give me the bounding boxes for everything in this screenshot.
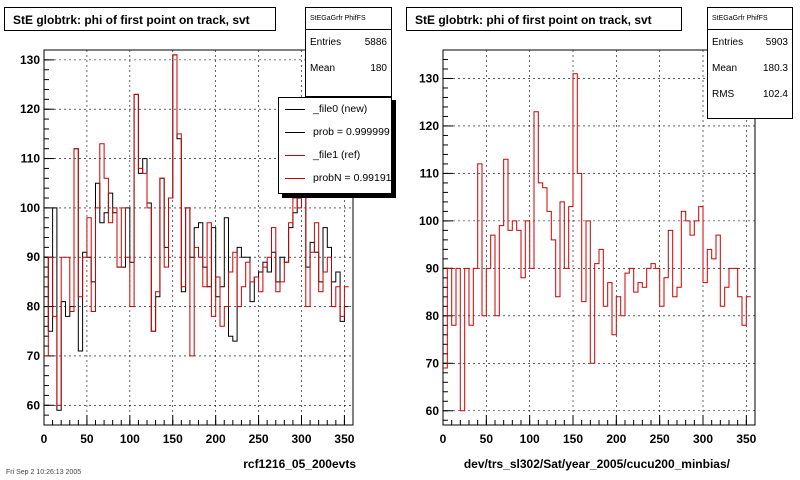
right-x-tick-label: 100 (520, 432, 540, 446)
left-x-tick-label: 100 (120, 432, 140, 446)
right-x-tick-label: 250 (650, 432, 670, 446)
right-y-tick-label: 120 (419, 119, 439, 133)
left-y-tick-label: 90 (27, 250, 41, 264)
right-y-tick-label: 130 (419, 71, 439, 85)
left-stats-entries-value: 5886 (364, 37, 387, 48)
left-x-tick-label: 0 (41, 432, 48, 446)
right-y-tick-label: 80 (426, 309, 440, 323)
left-series-1-steps (44, 54, 349, 406)
legend-label-prob: prob = 0.999999 (313, 126, 390, 138)
left-y-tick-label: 100 (20, 201, 40, 215)
right-x-tick-label: 200 (606, 432, 626, 446)
right-x-tick-label: 50 (480, 432, 494, 446)
right-stats-rms-label: RMS (712, 89, 735, 100)
right-stats-entries: Entries 5903 (708, 30, 792, 56)
left-stats-mean-value: 180 (370, 63, 387, 74)
left-y-tick-label: 110 (21, 152, 41, 166)
right-plot-title: StE globtrk: phi of first point on track… (406, 7, 682, 31)
legend-entry-probn: probN = 0.991915 (279, 167, 391, 190)
right-stats-rms-value: 102.4 (762, 89, 788, 100)
left-y-tick-label: 120 (20, 102, 40, 116)
legend-swatch-prob (285, 132, 305, 133)
left-x-tick-label: 250 (249, 432, 269, 446)
left-y-tick-label: 130 (20, 53, 40, 67)
legend-label-file0: _file0 (new) (313, 103, 368, 115)
left-legend: _file0 (new) prob = 0.999999 _file1 (ref… (278, 97, 392, 194)
right-x-tick-label: 0 (440, 432, 447, 446)
left-x-tick-label: 50 (80, 432, 94, 446)
left-x-tick-label: 200 (206, 432, 226, 446)
right-y-tick-label: 90 (426, 261, 440, 275)
left-stats-entries: Entries 5886 (306, 30, 391, 56)
left-x-tick-label: 350 (334, 432, 354, 446)
right-y-tick-label: 70 (426, 356, 440, 370)
right-y-tick-label: 100 (419, 214, 439, 228)
right-stats-entries-label: Entries (712, 37, 744, 48)
legend-swatch-file1 (285, 155, 305, 156)
left-stats-mean-label: Mean (310, 63, 336, 74)
left-x-tick-label: 300 (291, 432, 311, 446)
footer-timestamp: Fri Sep 2 10:26:13 2005 (6, 469, 82, 476)
left-x-axis-title: rcf1216_05_200evts (243, 457, 356, 471)
right-stats-name: StEGaGrfr PhifFS (708, 8, 792, 30)
right-stats-mean: Mean 180.3 (708, 56, 792, 82)
right-y-tick-label: 110 (420, 166, 440, 180)
left-y-tick-label: 70 (27, 349, 41, 363)
right-x-axis-title: dev/trs_sl302/Sat/year_2005/cucu200_minb… (463, 457, 730, 471)
left-stats-mean: Mean 180 (306, 56, 391, 82)
legend-entry-prob: prob = 0.999999 (279, 121, 391, 144)
legend-swatch-file0 (285, 109, 305, 110)
right-stats-mean-label: Mean (712, 63, 738, 74)
left-stats-entries-label: Entries (310, 37, 342, 48)
right-x-tick-label: 150 (563, 432, 583, 446)
left-plot-title: StE globtrk: phi of first point on track… (4, 7, 276, 31)
left-legend-shadow (392, 100, 396, 198)
legend-entry-file1: _file1 (ref) (279, 144, 391, 167)
legend-label-file1: _file1 (ref) (313, 149, 361, 161)
right-stats-entries-value: 5903 (765, 37, 788, 48)
right-x-tick-label: 350 (736, 432, 756, 446)
right-histogram: 0 50 100 150 200 250 300 350 60 70 80 90 100 110 120 13… (419, 49, 757, 446)
right-stats-box: StEGaGrfr PhifFS Entries 5903 Mean 180.3… (707, 7, 793, 119)
left-legend-shadow-bottom (282, 194, 396, 198)
right-stats-rms: RMS 102.4 (708, 82, 792, 108)
left-y-tick-label: 80 (27, 300, 41, 314)
legend-entry-file0: _file0 (new) (279, 98, 391, 121)
left-x-tick-label: 150 (163, 432, 183, 446)
right-stats-mean-value: 180.3 (762, 63, 788, 74)
left-histogram: 0 50 100 150 200 250 300 350 60 70 80 90 100 110 120 13… (20, 49, 355, 446)
right-x-tick-label: 300 (693, 432, 713, 446)
left-y-tick-label: 60 (27, 398, 41, 412)
left-stats-box: StEGaGrfr PhifFS Entries 5886 Mean 180 (305, 7, 392, 97)
right-y-tick-label: 60 (426, 404, 440, 418)
right-series-0-steps (443, 73, 751, 412)
legend-swatch-probn (285, 178, 305, 179)
left-stats-name: StEGaGrfr PhifFS (306, 8, 391, 30)
legend-label-probn: probN = 0.991915 (313, 172, 391, 184)
